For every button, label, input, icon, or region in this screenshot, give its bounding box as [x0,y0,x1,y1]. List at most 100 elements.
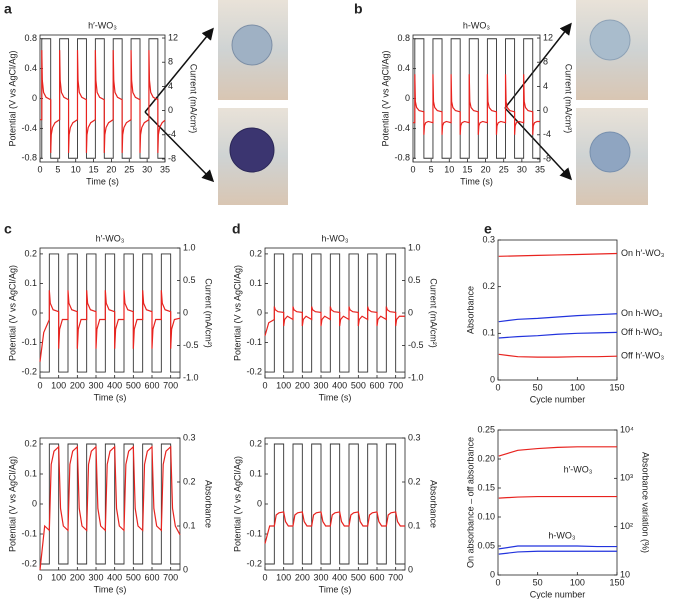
plot-frame [497,239,618,381]
series-line [498,331,618,339]
x-tick-label: 0 [37,380,42,390]
x-tick-label: 300 [313,380,328,390]
panel-label: e [484,221,492,237]
chart-title: h′-WO₃ [88,20,117,30]
x-tick-label: 300 [88,380,103,390]
x-tick-label: 100 [570,577,585,587]
series-line [498,545,617,550]
y-axis-label: Potential (V vs AgCl/Ag) [7,265,17,361]
x-tick-label: 0 [262,572,267,582]
y2-tick-label: 12 [168,32,178,42]
series-label: On h-WO₃ [621,308,663,318]
x-tick-label: 700 [388,380,403,390]
series-line [498,353,618,358]
y2-tick-label: 10 [620,569,630,579]
y2-tick-label: 0 [408,307,413,317]
y2-axis-label: Current (mA/cm²) [204,278,214,348]
x-tick-label: 400 [332,572,347,582]
y2-tick-label: 4 [168,81,173,91]
y-tick-label: 0.05 [477,540,495,550]
photo-spot [589,131,631,173]
x-tick-label: 400 [107,380,122,390]
series-line [498,446,617,457]
x-tick-label: 400 [332,380,347,390]
x-tick-label: 400 [107,572,122,582]
y2-tick-label: -4 [543,129,551,139]
series-line [264,511,405,544]
x-tick-label: 5 [429,164,434,174]
series-line [40,253,180,373]
y2-tick-label: -1.0 [408,372,424,382]
x-tick-label: 100 [276,572,291,582]
arrow [504,22,572,109]
x-tick-label: 100 [51,380,66,390]
y-tick-label: 0 [405,93,410,103]
chart-title: h′-WO₃ [96,233,125,243]
y2-axis-label: Absorbance [429,480,439,528]
y2-tick-label: 0.2 [408,476,421,486]
series-line [498,252,618,257]
arrow [144,27,214,113]
y2-tick-label: -4 [168,129,176,139]
y-axis-label: Potential (V vs AgCl/Ag) [380,50,390,146]
y-tick-label: 0 [257,498,262,508]
y-tick-label: 0.2 [24,248,37,258]
x-tick-label: 200 [70,380,85,390]
series-label: Off h′-WO₃ [621,351,665,361]
x-axis-label: Time (s) [319,584,352,594]
photos [144,0,648,205]
x-tick-label: 0 [37,572,42,582]
panel-label: a [4,1,12,17]
plot-frame [39,247,181,379]
y-tick-label: 0.2 [482,281,495,291]
y2-tick-label: 12 [543,32,553,42]
y-tick-label: -0.2 [21,366,37,376]
y-axis-label: Potential (V vs AgCl/Ag) [232,456,242,552]
panel-label: b [354,1,363,17]
y-tick-label: 0.4 [24,63,37,73]
x-tick-label: 700 [163,380,178,390]
photo-spot [589,19,631,61]
x-tick-label: 200 [295,572,310,582]
y-tick-label: 0.3 [482,234,495,244]
y-tick-label: -0.1 [21,337,37,347]
x-tick-label: 10 [444,164,454,174]
x-tick-label: 500 [126,572,141,582]
arrow [144,111,215,183]
series-line [264,306,405,336]
x-axis-label: Time (s) [94,392,127,402]
x-tick-label: 150 [609,382,624,392]
y-tick-label: 0 [490,569,495,579]
x-tick-label: 35 [535,164,545,174]
series-line [265,443,405,565]
chart-title: h-WO₃ [321,233,348,243]
y2-tick-label: -0.5 [183,340,199,350]
y-axis-label: Potential (V vs AgCl/Ag) [232,265,242,361]
x-tick-label: 100 [570,382,585,392]
y2-tick-label: 4 [543,81,548,91]
x-tick-label: 600 [144,380,159,390]
series-line [40,50,166,153]
x-tick-label: 500 [351,572,366,582]
y-tick-label: -0.1 [21,528,37,538]
series-line [413,74,540,135]
y-tick-label: -0.2 [246,366,262,376]
x-tick-label: 50 [533,577,543,587]
y-tick-label: 0.2 [249,438,262,448]
x-tick-label: 15 [89,164,99,174]
x-axis-label: Cycle number [530,394,586,404]
y-tick-label: 0.1 [249,278,262,288]
y-tick-label: 0.8 [24,33,37,43]
y2-axis-label: Current (mA/cm²) [189,64,199,134]
y-tick-label: 0.20 [477,453,495,463]
y-tick-label: 0.25 [477,424,495,434]
photo-spot [229,127,275,173]
plot-frame [412,34,541,163]
y-axis-label: Absorbance [465,286,475,334]
y-tick-label: -0.4 [394,123,410,133]
x-axis-label: Time (s) [94,584,127,594]
x-axis-label: Time (s) [86,176,119,186]
series-line [39,290,181,362]
x-tick-label: 30 [142,164,152,174]
x-tick-label: 300 [313,572,328,582]
